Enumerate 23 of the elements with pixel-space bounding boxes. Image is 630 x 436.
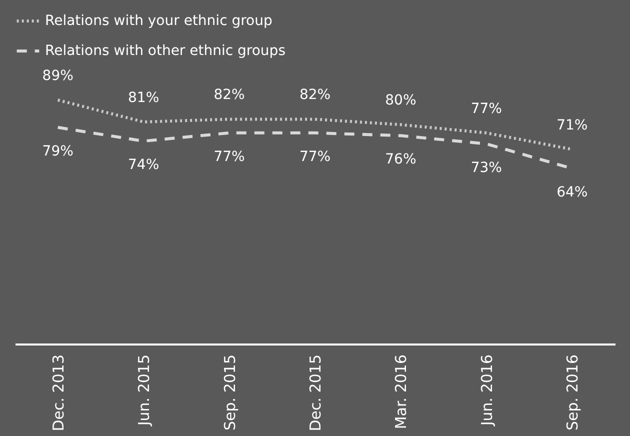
x-tick-label: Dec. 2015 bbox=[306, 354, 324, 432]
data-label: 74% bbox=[128, 157, 160, 174]
data-label: 77% bbox=[470, 100, 502, 117]
x-tick-label: Sep. 2016 bbox=[564, 354, 582, 430]
data-label: 81% bbox=[128, 90, 160, 106]
x-tick-label: Jun. 2016 bbox=[478, 354, 496, 427]
data-label: 82% bbox=[299, 87, 331, 104]
legend-label: Relations with other ethnic groups bbox=[45, 43, 286, 59]
legend-label: Relations with your ethnic group bbox=[45, 13, 272, 29]
x-tick-label: Mar. 2016 bbox=[392, 354, 410, 430]
data-label: 64% bbox=[556, 184, 588, 201]
data-label: 77% bbox=[299, 148, 331, 165]
data-label: 77% bbox=[214, 148, 245, 165]
data-label: 73% bbox=[470, 160, 502, 176]
data-label: 80% bbox=[385, 92, 416, 109]
data-label: 89% bbox=[42, 68, 74, 84]
x-tick-label: Dec. 2013 bbox=[49, 354, 68, 432]
data-label: 82% bbox=[214, 87, 245, 104]
data-label: 79% bbox=[42, 143, 74, 160]
x-tick-label: Jun. 2015 bbox=[135, 354, 154, 427]
data-label: 71% bbox=[556, 117, 588, 134]
data-label: 76% bbox=[385, 152, 416, 168]
x-tick-label: Sep. 2015 bbox=[220, 354, 239, 430]
